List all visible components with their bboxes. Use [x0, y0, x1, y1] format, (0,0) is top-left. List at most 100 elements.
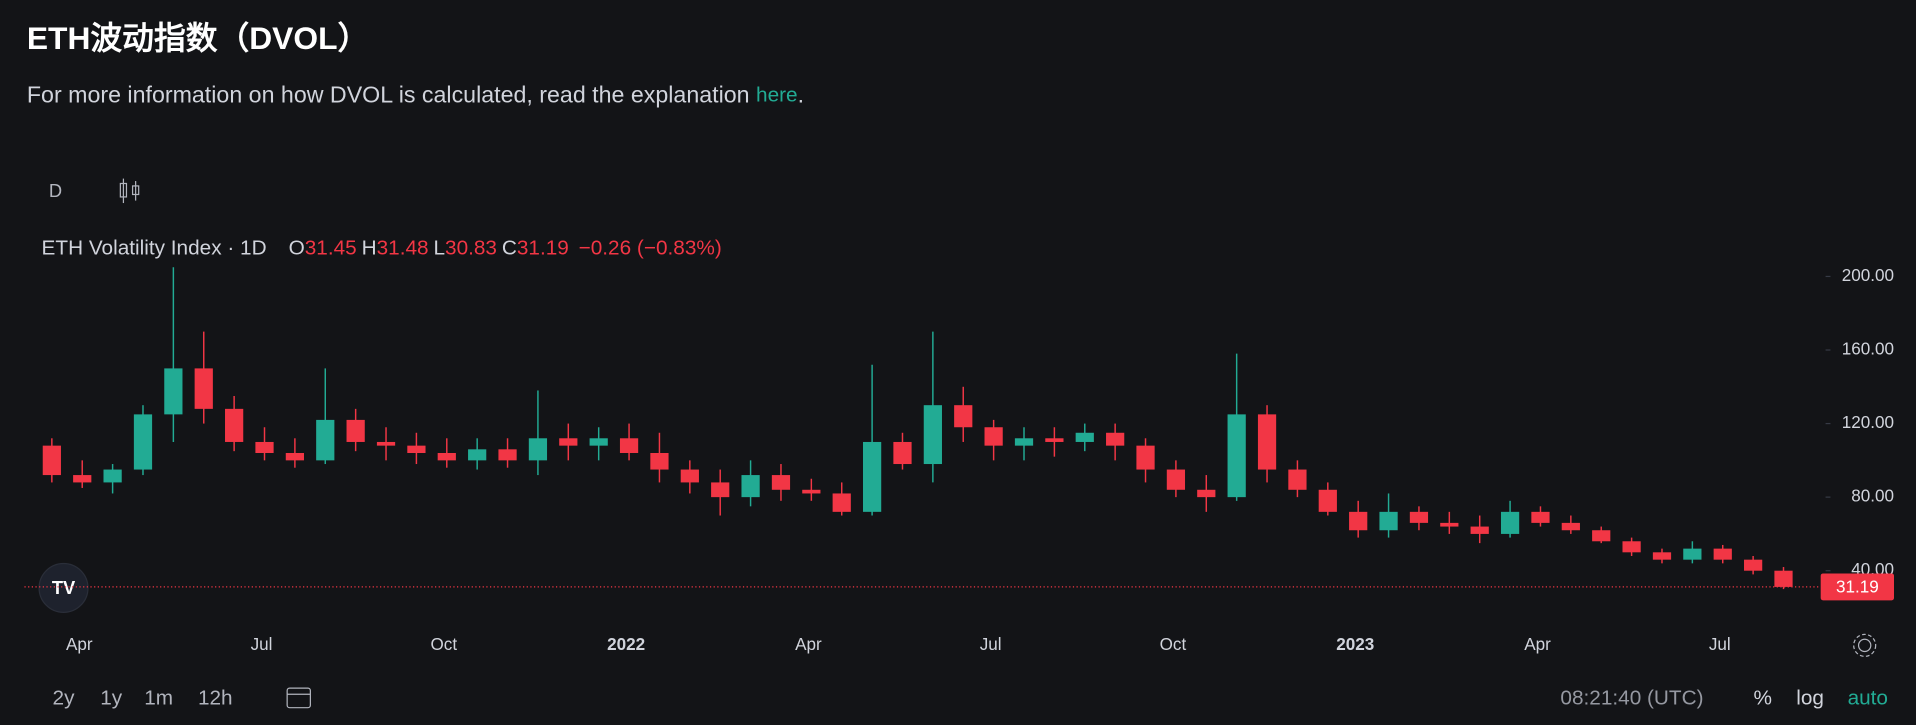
candle-body: [1227, 414, 1246, 498]
h-value: 31.48: [377, 237, 429, 260]
candle-body: [1592, 530, 1611, 542]
candle-body: [407, 445, 426, 453]
c-value: 31.19: [517, 237, 569, 260]
candle-body: [285, 452, 305, 461]
x-tick-label: Oct: [1160, 635, 1187, 654]
candle-body: [346, 419, 365, 442]
x-tick-label: Jul: [251, 635, 273, 654]
x-tick-label: Apr: [795, 635, 822, 654]
candle-body: [589, 438, 608, 446]
candle-body: [498, 449, 517, 461]
y-tick-label: 120.00: [1842, 413, 1894, 432]
page-title: ETH波动指数（DVOL）: [27, 20, 369, 56]
x-tick-label: 2023: [1336, 635, 1374, 654]
candle-body: [1622, 541, 1641, 553]
candle-body: [42, 445, 61, 476]
subtitle: For more information on how DVOL is calc…: [27, 82, 804, 108]
candle-body: [650, 452, 669, 470]
candle-body: [103, 469, 122, 483]
h-label: H: [362, 237, 377, 260]
x-tick-label: Jul: [980, 635, 1002, 654]
candle-body: [1379, 511, 1398, 531]
candle-body: [1500, 511, 1520, 534]
o-label: O: [289, 237, 305, 260]
candle-body: [194, 368, 213, 409]
interval-button[interactable]: D: [49, 180, 62, 201]
tv-logo: TV: [38, 562, 89, 613]
candle-body: [1409, 511, 1429, 523]
link[interactable]: here: [756, 84, 798, 107]
candle-body: [862, 441, 882, 512]
candle-body: [1531, 511, 1550, 523]
candle-body: [1106, 432, 1125, 446]
candle-body: [1744, 559, 1763, 571]
percent-button[interactable]: %: [1753, 687, 1771, 710]
auto-button[interactable]: auto: [1848, 687, 1888, 710]
candle-body: [680, 469, 699, 483]
candle-body: [1470, 526, 1489, 534]
candle-body: [771, 475, 791, 490]
candle-body: [1349, 511, 1368, 531]
candle-body: [316, 419, 335, 461]
candle-body: [1045, 438, 1064, 442]
x-tick-label: Apr: [66, 635, 93, 654]
candle-type-button[interactable]: [119, 178, 140, 204]
clock: 08:21:40 (UTC): [1560, 687, 1703, 710]
candle-body: [437, 452, 456, 461]
candle-body: [1652, 552, 1672, 560]
c-label: C: [502, 237, 517, 260]
candle-body: [893, 441, 912, 465]
l-label: L: [433, 237, 445, 260]
candle-body: [1713, 548, 1732, 560]
range-button[interactable]: 1y: [100, 687, 123, 710]
candle-body: [923, 405, 942, 465]
series-title: ETH Volatility Index · 1D: [42, 237, 267, 260]
candle-body: [255, 441, 274, 453]
y-tick-label: 200.00: [1842, 266, 1894, 285]
settings-icon[interactable]: [1853, 633, 1877, 657]
candle-body: [1014, 438, 1034, 446]
candle-body: [802, 489, 821, 494]
candle-body: [1683, 548, 1702, 560]
candle-body: [1197, 489, 1216, 498]
x-tick-label: Jul: [1709, 635, 1731, 654]
change: −0.26 (−0.83%): [579, 237, 722, 260]
candle-body: [376, 441, 396, 446]
y-tick-label: 80.00: [1851, 487, 1894, 506]
legend: ETH Volatility Index · 1D O31.45 H31.48 L30…: [42, 237, 722, 260]
candle-body: [741, 475, 760, 498]
candle-body: [984, 427, 1003, 446]
candle-body: [711, 482, 730, 498]
range-button[interactable]: 1m: [144, 687, 173, 710]
x-tick-label: Apr: [1524, 635, 1551, 654]
subtitle-end: .: [798, 82, 804, 108]
range-button[interactable]: 12h: [198, 687, 233, 710]
candle-body: [1774, 570, 1793, 587]
candle-body: [1288, 469, 1307, 490]
svg-text:TV: TV: [52, 577, 76, 598]
candle-body: [528, 438, 548, 461]
y-tick-label: 160.00: [1842, 340, 1894, 359]
candle-body: [133, 414, 153, 470]
x-tick-label: Oct: [431, 635, 458, 654]
price-label: 31.19: [1836, 578, 1879, 597]
candle-body: [954, 405, 973, 428]
candle-body: [1075, 432, 1094, 442]
candle-body: [225, 408, 244, 442]
candle-body: [832, 493, 851, 512]
candle-body: [619, 438, 639, 453]
l-value: 30.83: [445, 237, 497, 260]
range-button[interactable]: 2y: [53, 687, 76, 710]
candle-body: [1166, 469, 1186, 490]
candle-body: [73, 475, 92, 483]
candle-body: [1257, 414, 1277, 470]
candle-body: [1136, 445, 1155, 470]
date-range-icon[interactable]: [286, 687, 311, 709]
log-button[interactable]: log: [1796, 687, 1824, 710]
candle-body: [164, 368, 183, 415]
subtitle-text: For more information on how DVOL is calc…: [27, 82, 756, 108]
candle-body: [1440, 522, 1459, 527]
candle-body: [1561, 522, 1580, 531]
